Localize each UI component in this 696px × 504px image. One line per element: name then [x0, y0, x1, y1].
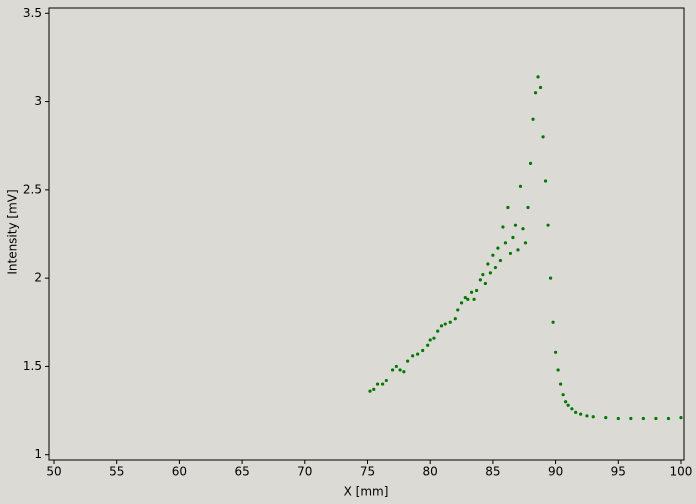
- point: [443, 322, 447, 326]
- point: [402, 370, 406, 374]
- point: [411, 354, 415, 358]
- x-tick-label: 85: [485, 465, 500, 479]
- y-tick-label: 3: [34, 94, 42, 108]
- point: [428, 338, 432, 342]
- point: [654, 416, 658, 421]
- y-tick-label: 3.5: [23, 6, 42, 20]
- point: [503, 241, 508, 245]
- point: [456, 308, 460, 312]
- point: [521, 227, 525, 231]
- point: [604, 416, 608, 420]
- point: [556, 368, 560, 372]
- point: [368, 389, 372, 393]
- point: [498, 258, 503, 263]
- point: [616, 416, 620, 421]
- point: [538, 85, 543, 90]
- point: [574, 410, 578, 414]
- point: [579, 412, 583, 416]
- point: [466, 297, 470, 301]
- point: [559, 382, 563, 386]
- point: [372, 387, 376, 391]
- point: [390, 368, 395, 372]
- point: [478, 278, 482, 282]
- point: [528, 161, 533, 165]
- point: [564, 400, 568, 404]
- point: [570, 407, 574, 411]
- point: [551, 320, 555, 324]
- point: [481, 273, 485, 277]
- x-tick-label: 55: [109, 465, 124, 479]
- point: [483, 281, 487, 286]
- point: [511, 235, 515, 240]
- point: [486, 262, 490, 266]
- point: [513, 223, 518, 227]
- point: [553, 350, 558, 354]
- x-tick-label: 70: [297, 465, 312, 479]
- x-tick-label: 90: [548, 465, 563, 479]
- point: [448, 320, 452, 324]
- x-tick-label: 95: [611, 465, 626, 479]
- point: [488, 271, 492, 275]
- point: [523, 241, 528, 245]
- point: [394, 364, 398, 369]
- x-tick-label: 50: [46, 465, 61, 479]
- x-tick-label: 80: [423, 465, 438, 479]
- point: [398, 368, 402, 372]
- point: [436, 329, 440, 333]
- point: [536, 75, 540, 79]
- point: [526, 205, 530, 210]
- point: [463, 295, 467, 300]
- y-tick-label: 2.5: [23, 182, 42, 196]
- point: [548, 276, 553, 280]
- point: [533, 91, 538, 95]
- point: [453, 317, 457, 321]
- point: [591, 415, 595, 419]
- x-tick-label: 100: [670, 465, 693, 479]
- point: [508, 251, 513, 256]
- point: [543, 179, 548, 183]
- point: [491, 253, 495, 257]
- point: [641, 416, 645, 421]
- point: [421, 348, 425, 353]
- point: [629, 416, 633, 421]
- point: [531, 117, 535, 121]
- y-tick-label: 1.5: [23, 359, 42, 373]
- point: [439, 324, 444, 328]
- x-tick-label: 60: [172, 465, 187, 479]
- point: [679, 416, 683, 420]
- point: [375, 382, 380, 386]
- point: [518, 184, 523, 188]
- y-tick-label: 1: [34, 447, 42, 461]
- point: [493, 265, 498, 270]
- x-tick-label: 75: [360, 465, 375, 479]
- y-axis-label: Intensity [mV]: [6, 189, 20, 274]
- point: [459, 301, 464, 305]
- point: [416, 352, 420, 356]
- point: [469, 290, 474, 294]
- point: [496, 246, 500, 250]
- plot-area: [48, 7, 685, 461]
- point: [406, 359, 410, 363]
- point: [585, 414, 589, 418]
- x-axis-label: X [mm]: [344, 485, 389, 499]
- point: [546, 223, 550, 227]
- point: [561, 393, 565, 397]
- point: [501, 225, 505, 229]
- point: [472, 297, 476, 301]
- point: [474, 288, 479, 293]
- point: [384, 378, 388, 383]
- x-tick-label: 65: [234, 465, 249, 479]
- y-tick-label: 2: [34, 271, 42, 285]
- point: [541, 135, 545, 139]
- point: [426, 343, 430, 347]
- point: [666, 416, 671, 421]
- point: [516, 248, 520, 252]
- point: [506, 205, 510, 210]
- point: [566, 403, 570, 407]
- point: [432, 336, 436, 340]
- point: [380, 382, 385, 386]
